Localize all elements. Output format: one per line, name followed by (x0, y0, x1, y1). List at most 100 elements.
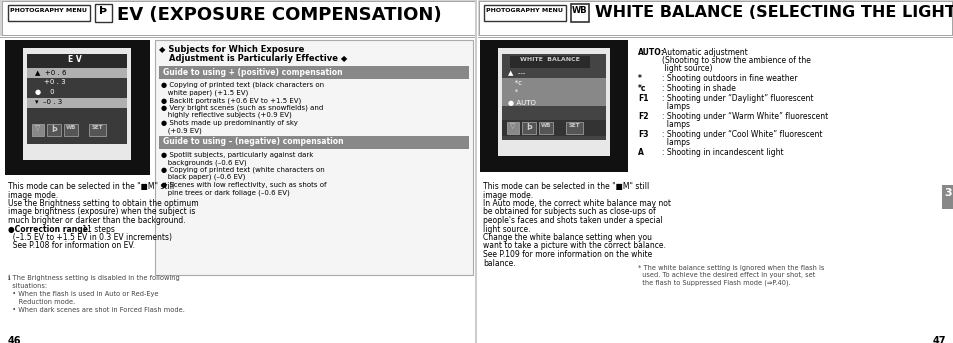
Text: lamps: lamps (661, 102, 689, 111)
Text: ▲  ---: ▲ --- (507, 70, 525, 76)
Text: pine trees or dark foliage (–0.6 EV): pine trees or dark foliage (–0.6 EV) (161, 189, 290, 196)
Bar (27, 98, 127, 108)
Text: *: * (638, 74, 641, 83)
Text: ● Backlit portraits (+0.6 EV to +1.5 EV): ● Backlit portraits (+0.6 EV to +1.5 EV) (161, 97, 301, 104)
Bar (510, 56, 589, 68)
Bar (159, 135, 469, 149)
Text: F3: F3 (638, 130, 648, 139)
Text: ● Copying of printed text (white characters on: ● Copying of printed text (white charact… (161, 166, 324, 173)
Bar (89, 124, 106, 136)
Bar (941, 185, 953, 209)
Bar (27, 122, 127, 138)
Bar (501, 120, 605, 136)
Text: 47: 47 (931, 336, 945, 343)
Text: (Shooting to show the ambience of the: (Shooting to show the ambience of the (661, 56, 810, 65)
Text: ▲  +0 . 6: ▲ +0 . 6 (35, 69, 67, 75)
Text: used. To achieve the desired effect in your shot, set: used. To achieve the desired effect in y… (638, 272, 815, 279)
Text: ●    0: ● 0 (35, 89, 54, 95)
Text: A: A (638, 148, 643, 157)
Text: PHOTOGRAPHY MENU: PHOTOGRAPHY MENU (10, 8, 87, 13)
Text: image brightness (exposure) when the subject is: image brightness (exposure) when the sub… (8, 208, 195, 216)
Bar (483, 5, 565, 21)
Text: lamps: lamps (661, 138, 689, 147)
Text: Þ: Þ (525, 123, 532, 132)
Bar (95, 4, 112, 22)
Text: lamps: lamps (661, 120, 689, 129)
Text: +0 . 3: +0 . 3 (35, 79, 66, 85)
Text: situations:: situations: (8, 283, 47, 289)
Text: : Shooting under “Warm White” fluorescent: : Shooting under “Warm White” fluorescen… (661, 112, 827, 121)
Text: want to take a picture with the correct balance.: want to take a picture with the correct … (482, 241, 665, 250)
Text: : Shooting in shade: : Shooting in shade (661, 84, 735, 93)
Bar (501, 78, 605, 106)
Bar (154, 40, 473, 275)
Text: * The white balance setting is ignored when the flash is: * The white balance setting is ignored w… (638, 265, 823, 271)
Text: people's faces and shots taken under a special: people's faces and shots taken under a s… (482, 216, 662, 225)
Text: the flash to Suppressed Flash mode (⇒P.40).: the flash to Suppressed Flash mode (⇒P.4… (638, 280, 790, 286)
Bar (27, 54, 127, 68)
Text: WHITE  BALANCE: WHITE BALANCE (519, 57, 579, 62)
Text: Þ: Þ (51, 125, 57, 134)
Text: E V: E V (68, 55, 82, 64)
Bar (8, 5, 90, 21)
Text: : Shooting in incandescent light: : Shooting in incandescent light (661, 148, 782, 157)
Text: ● Spotlit subjects, particularly against dark: ● Spotlit subjects, particularly against… (161, 152, 313, 157)
Text: Reduction mode.: Reduction mode. (8, 299, 75, 305)
Bar (506, 122, 518, 134)
Text: balance.: balance. (482, 259, 515, 268)
Text: This mode can be selected in the "■M" still: This mode can be selected in the "■M" st… (8, 182, 174, 191)
Text: backgrounds (–0.6 EV): backgrounds (–0.6 EV) (161, 159, 247, 166)
Text: SET: SET (91, 125, 103, 130)
Text: ▾  –0 . 3: ▾ –0 . 3 (35, 99, 62, 105)
Text: ● Copying of printed text (black characters on: ● Copying of printed text (black charact… (161, 82, 324, 88)
Text: This mode can be selected in the "■M" still: This mode can be selected in the "■M" st… (482, 182, 649, 191)
Text: ● AUTO: ● AUTO (507, 100, 536, 106)
Text: WB: WB (540, 123, 551, 128)
Text: Guide to using – (negative) compensation: Guide to using – (negative) compensation (163, 138, 343, 146)
Text: 46: 46 (8, 336, 22, 343)
Bar (538, 122, 553, 134)
Text: • When the flash is used in Auto or Red-Eye: • When the flash is used in Auto or Red-… (8, 291, 158, 297)
Text: F2: F2 (638, 112, 648, 121)
Text: : Shooting outdoors in fine weather: : Shooting outdoors in fine weather (661, 74, 797, 83)
Text: • When dark scenes are shot in Forced Flash mode.: • When dark scenes are shot in Forced Fl… (8, 307, 185, 313)
Text: be obtained for subjects such as close-ups of: be obtained for subjects such as close-u… (482, 208, 655, 216)
Text: ●Correction range:: ●Correction range: (8, 225, 91, 234)
Text: PHOTOGRAPHY MENU: PHOTOGRAPHY MENU (485, 8, 562, 13)
Bar (565, 122, 582, 134)
Text: highly reflective subjects (+0.9 EV): highly reflective subjects (+0.9 EV) (161, 112, 292, 118)
Text: (–1.5 EV to +1.5 EV in 0.3 EV increments): (–1.5 EV to +1.5 EV in 0.3 EV increments… (8, 233, 172, 242)
Text: WB: WB (572, 6, 587, 15)
Bar (32, 124, 44, 136)
Text: WB: WB (66, 125, 76, 130)
Text: SET: SET (568, 123, 579, 128)
Text: ● Scenes with low reflectivity, such as shots of: ● Scenes with low reflectivity, such as … (161, 181, 326, 188)
Bar (475, 0, 476, 343)
Bar (477, 37, 953, 38)
Bar (0, 37, 476, 38)
Text: much brighter or darker than the background.: much brighter or darker than the backgro… (8, 216, 186, 225)
Text: image mode.: image mode. (482, 190, 533, 200)
Text: light source): light source) (661, 64, 712, 73)
Bar (501, 54, 605, 140)
Text: *: * (507, 89, 517, 95)
Bar (2, 1, 475, 35)
Text: Use the Brightness setting to obtain the optimum: Use the Brightness setting to obtain the… (8, 199, 198, 208)
Text: Þ: Þ (99, 6, 108, 16)
Text: See P.108 for information on EV.: See P.108 for information on EV. (8, 241, 135, 250)
Text: : Shooting under “Daylight” fluorescent: : Shooting under “Daylight” fluorescent (661, 94, 813, 103)
Bar (477, 0, 953, 36)
Text: (+0.9 EV): (+0.9 EV) (161, 127, 201, 133)
Text: Automatic adjustment: Automatic adjustment (661, 48, 747, 57)
Text: 3: 3 (943, 188, 951, 198)
Text: AUTO:: AUTO: (638, 48, 664, 57)
Text: WHITE BALANCE (SELECTING THE LIGHT SOURCE): WHITE BALANCE (SELECTING THE LIGHT SOURC… (595, 5, 953, 20)
Text: ▽: ▽ (35, 125, 41, 131)
Text: 11 steps: 11 steps (80, 225, 114, 234)
Bar (64, 124, 78, 136)
Text: ● Shots made up predominantly of sky: ● Shots made up predominantly of sky (161, 119, 297, 126)
Text: In Auto mode, the correct white balance may not: In Auto mode, the correct white balance … (482, 199, 670, 208)
Text: white paper) (+1.5 EV): white paper) (+1.5 EV) (161, 90, 248, 96)
Text: ◆ Subjects for Which Exposure: ◆ Subjects for Which Exposure (159, 45, 304, 54)
Text: F1: F1 (638, 94, 648, 103)
